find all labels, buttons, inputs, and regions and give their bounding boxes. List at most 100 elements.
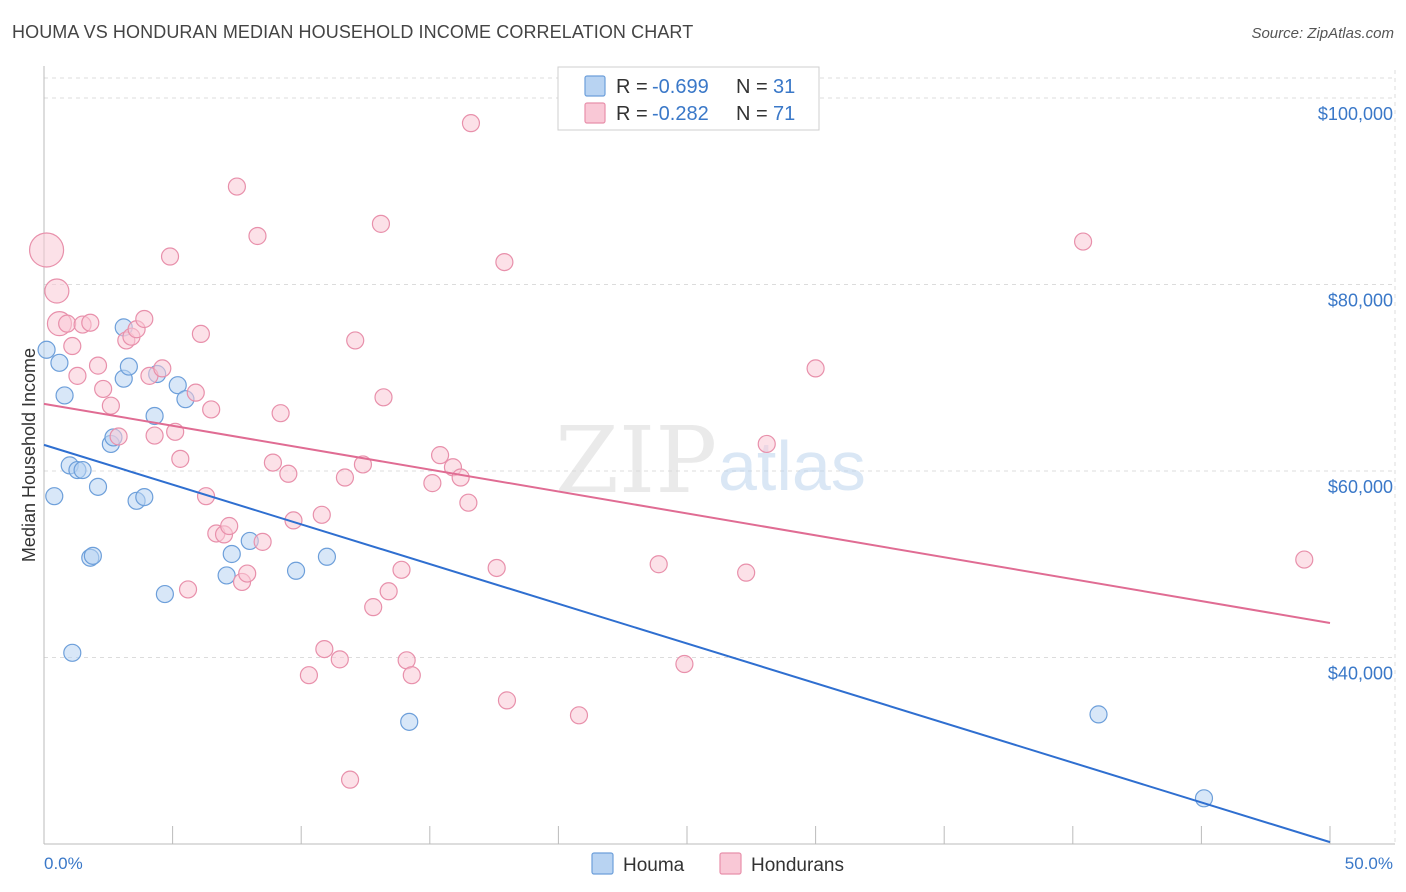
houma-point-15: [119, 357, 138, 376]
chart-source: Source: ZipAtlas.com: [1251, 25, 1394, 42]
houma-point-2: [50, 353, 69, 372]
hondurans-point-62: [497, 691, 517, 710]
hondurans-point-21: [171, 449, 190, 468]
houma-point-9: [83, 546, 102, 565]
hondurans-point-39: [299, 666, 319, 685]
houma-point-18: [145, 406, 164, 426]
hondurans-point-48: [371, 214, 391, 233]
hondurans-point-3: [58, 314, 77, 333]
hondurans-point-64: [649, 555, 668, 574]
hondurans-point-51: [392, 560, 411, 579]
y-tick-label-0: $40,000: [1328, 663, 1393, 683]
hondurans-point-22: [178, 580, 198, 599]
hondurans-points: [28, 114, 1314, 789]
hondurans-point-33: [248, 226, 267, 246]
y-tick-label-2: $80,000: [1328, 290, 1393, 310]
legend-hondurans-r-value: -0.282: [652, 103, 709, 125]
hondurans-point-70: [1295, 550, 1314, 569]
hondurans-trend-line: [43, 402, 1331, 624]
y-tick-labels: $40,000 $60,000 $80,000 $100,000: [1318, 104, 1393, 684]
houma-point-24: [222, 544, 241, 564]
hondurans-point-50: [379, 582, 398, 601]
legend-hondurans-n-label: N =: [736, 103, 768, 125]
houma-point-1: [45, 487, 64, 506]
houma-point-0: [37, 340, 56, 359]
hondurans-point-26: [202, 400, 221, 419]
hondurans-point-34: [253, 532, 272, 551]
y-axis-label: Median Household Income: [19, 348, 39, 562]
hondurans-point-7: [81, 313, 100, 332]
hondurans-point-49: [374, 388, 393, 407]
hondurans-point-17: [145, 426, 164, 445]
legend-houma-r-value: -0.699: [652, 76, 709, 98]
hondurans-point-41: [315, 640, 334, 659]
houma-point-26: [286, 561, 306, 580]
correlation-legend: R = -0.699 N = 31 R = -0.282 N = 71: [557, 66, 820, 131]
bottom-legend-hondurans-swatch: [719, 852, 742, 875]
y-tick-label-3: $100,000: [1318, 104, 1393, 124]
hondurans-point-37: [279, 464, 298, 483]
legend-houma-r-label: R =: [616, 76, 648, 98]
x-tick-label-0: 0.0%: [44, 854, 83, 873]
hondurans-point-24: [191, 324, 210, 344]
hondurans-point-69: [1073, 232, 1093, 251]
hondurans-point-67: [757, 434, 776, 454]
hondurans-point-59: [461, 114, 481, 133]
houma-point-3: [55, 386, 74, 405]
hondurans-point-25: [196, 487, 216, 506]
hondurans-point-35: [263, 453, 283, 472]
hondurans-point-65: [675, 654, 694, 674]
hondurans-point-9: [94, 379, 113, 399]
hondurans-point-45: [346, 331, 365, 350]
chart-title: HOUMA VS HONDURAN MEDIAN HOUSEHOLD INCOM…: [12, 22, 694, 42]
houma-trend-line: [43, 443, 1331, 844]
hondurans-point-32: [238, 564, 257, 583]
legend-houma-n-value: 31: [773, 76, 795, 98]
hondurans-point-42: [330, 650, 349, 669]
hondurans-point-57: [451, 468, 470, 487]
houma-point-27: [317, 547, 337, 566]
hondurans-point-30: [227, 177, 246, 196]
bottom-legend-houma-swatch: [591, 852, 614, 875]
watermark-atlas: atlas: [718, 427, 866, 505]
hondurans-point-8: [88, 356, 108, 375]
hondurans-point-63: [569, 706, 589, 725]
houma-point-10: [88, 477, 108, 496]
hondurans-point-55: [430, 446, 450, 465]
trend-lines: [43, 402, 1331, 844]
x-tick-label-1: 50.0%: [1345, 854, 1393, 873]
houma-point-7: [73, 460, 92, 480]
hondurans-point-66: [737, 563, 756, 582]
bottom-legend-houma-label: Houma: [623, 855, 685, 876]
legend-hondurans-swatch: [584, 102, 606, 124]
houma-point-29: [1089, 705, 1108, 724]
series-legend: Houma Hondurans: [591, 852, 844, 876]
hondurans-point-1: [44, 278, 70, 304]
hondurans-point-43: [335, 468, 355, 487]
houma-point-17: [135, 487, 154, 507]
houma-point-20: [155, 584, 174, 604]
hondurans-point-58: [459, 493, 478, 512]
x-tick-labels: 0.0% 50.0%: [44, 854, 1393, 873]
legend-houma-swatch: [584, 75, 606, 97]
hondurans-point-47: [364, 598, 383, 617]
hondurans-point-18: [153, 359, 172, 378]
hondurans-point-0: [28, 232, 65, 268]
hondurans-point-19: [160, 247, 180, 266]
hondurans-point-5: [68, 366, 87, 385]
hondurans-point-38: [284, 511, 303, 530]
hondurans-point-53: [402, 666, 421, 685]
hondurans-point-15: [135, 309, 154, 329]
bottom-legend-hondurans-label: Hondurans: [751, 855, 844, 876]
hondurans-point-29: [220, 516, 239, 536]
hondurans-point-23: [186, 383, 205, 402]
houma-point-5: [63, 643, 82, 662]
hondurans-point-46: [353, 455, 373, 474]
hondurans-point-68: [806, 359, 825, 378]
hondurans-point-10: [101, 396, 120, 415]
hondurans-point-4: [63, 336, 82, 356]
hondurans-point-54: [423, 474, 442, 493]
watermark: ZIP atlas: [555, 407, 866, 514]
hondurans-point-60: [487, 558, 506, 578]
hondurans-point-44: [340, 770, 360, 789]
